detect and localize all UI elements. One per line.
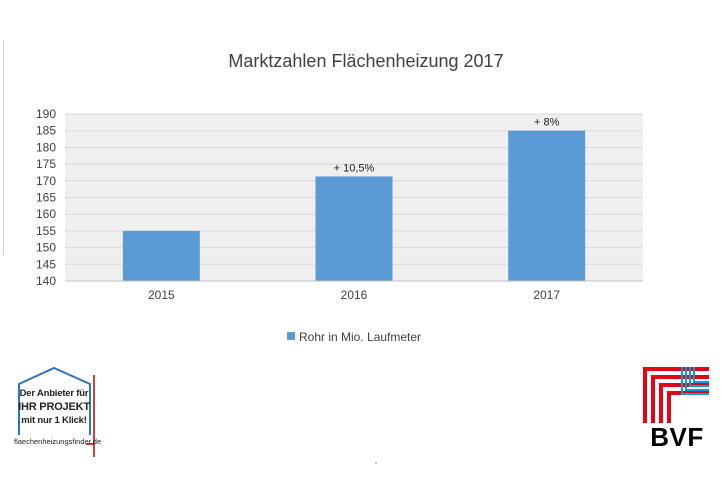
legend-swatch bbox=[287, 332, 295, 340]
y-tick-label: 170 bbox=[36, 174, 56, 188]
bvf-blue-stripe bbox=[693, 367, 709, 383]
legend: Rohr in Mio. Laufmeter bbox=[287, 330, 421, 344]
data-label-2017: + 8% bbox=[534, 117, 560, 129]
bar-2017 bbox=[508, 130, 586, 281]
bvf-emblem-icon bbox=[643, 367, 709, 423]
decorative-dot bbox=[375, 462, 377, 464]
y-axis-ticks: 140 145 150 155 160 165 170 175 180 185 190 bbox=[36, 107, 56, 288]
x-tick-label: 2016 bbox=[341, 288, 368, 302]
y-tick-label: 140 bbox=[36, 274, 56, 288]
y-tick-label: 150 bbox=[36, 241, 56, 255]
data-labels: + 10,5% + 8% bbox=[334, 117, 560, 175]
data-label-2016: + 10,5% bbox=[334, 162, 375, 174]
bvf-blue-stripe bbox=[689, 367, 709, 387]
y-tick-label: 155 bbox=[36, 224, 56, 238]
y-tick-label: 175 bbox=[36, 157, 56, 171]
bars bbox=[122, 130, 586, 281]
x-tick-label: 2015 bbox=[148, 288, 175, 302]
house-outline-icon bbox=[18, 366, 95, 457]
left-border-line bbox=[3, 40, 4, 255]
y-tick-label: 165 bbox=[36, 191, 56, 205]
y-tick-label: 160 bbox=[36, 207, 56, 221]
x-axis-ticks: 2015 2016 2017 bbox=[148, 288, 560, 302]
y-tick-label: 180 bbox=[36, 140, 56, 154]
bar-2015 bbox=[122, 230, 200, 281]
logo-line-3: mit nur 1 Klick! bbox=[21, 415, 87, 426]
chart-title: Marktzahlen Flächenheizung 2017 bbox=[228, 51, 503, 71]
logo-line-2: IHR PROJEKT bbox=[18, 401, 90, 413]
bvf-red-stripe bbox=[667, 391, 709, 423]
bar-2016 bbox=[315, 176, 393, 281]
x-tick-label: 2017 bbox=[533, 288, 560, 302]
y-tick-label: 145 bbox=[36, 257, 56, 271]
legend-label: Rohr in Mio. Laufmeter bbox=[299, 330, 421, 344]
bar-chart: Marktzahlen Flächenheizung 2017 140 145 15… bbox=[36, 51, 643, 344]
y-tick-label: 185 bbox=[36, 124, 56, 138]
flaechenheizungsfinder-logo: Der Anbieter für IHR PROJEKT mit nur 1 K… bbox=[14, 365, 104, 460]
y-tick-label: 190 bbox=[36, 107, 56, 121]
bvf-logo-text: BVF bbox=[650, 422, 704, 452]
logo-line-1: Der Anbieter für bbox=[19, 388, 89, 399]
bvf-logo: BVF bbox=[643, 367, 711, 455]
logo-url: flaechenheizungsfinder.de bbox=[14, 437, 102, 446]
